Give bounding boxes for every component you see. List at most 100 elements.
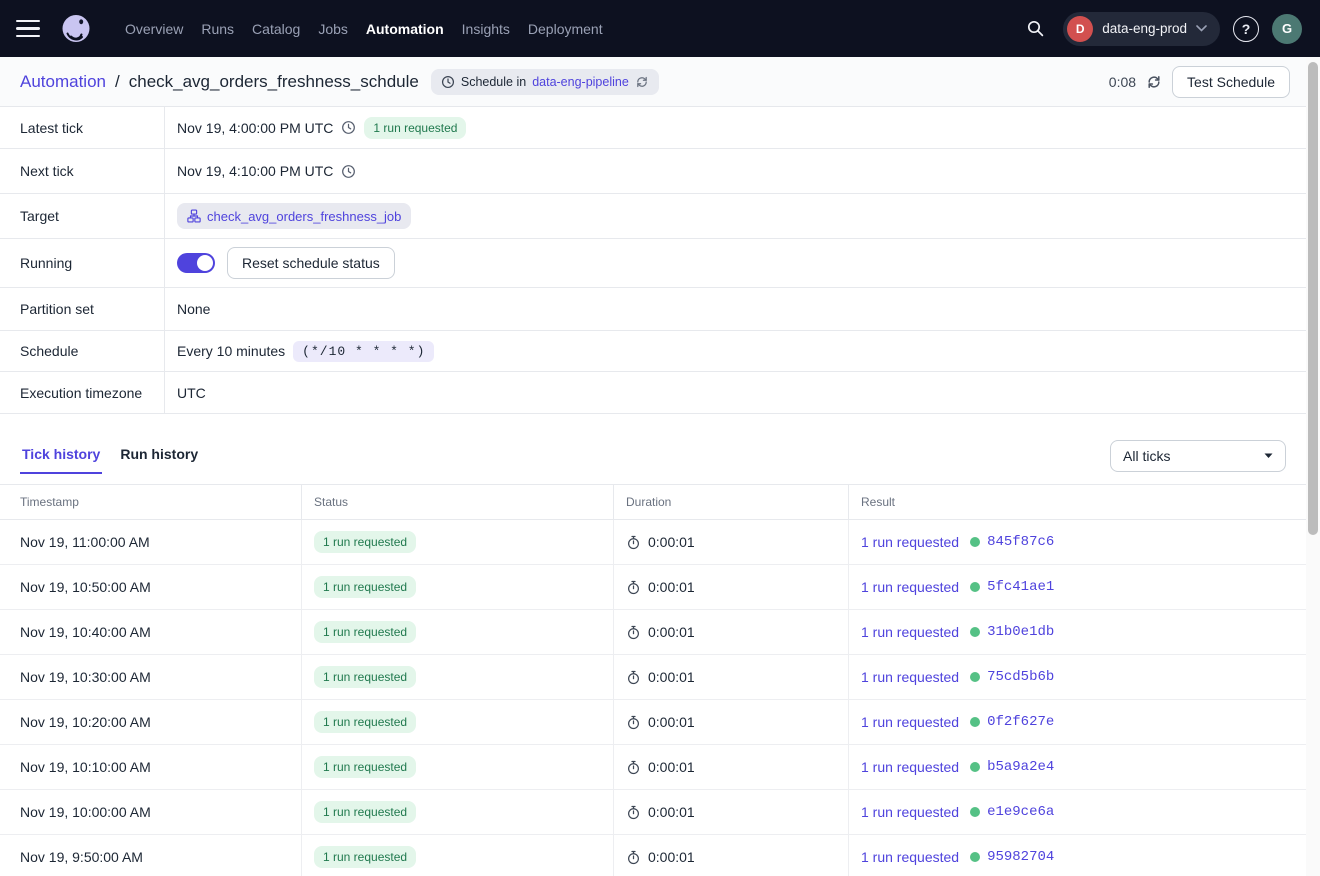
tick-result-link[interactable]: 1 run requested bbox=[861, 804, 959, 820]
detail-row-latest-tick: Latest tick Nov 19, 4:00:00 PM UTC 1 run… bbox=[0, 107, 1306, 149]
tick-status-badge: 1 run requested bbox=[314, 846, 416, 868]
tick-result-link[interactable]: 1 run requested bbox=[861, 714, 959, 730]
reload-code-location-icon[interactable] bbox=[635, 75, 649, 89]
history-tabs-row: Tick history Run history All ticks bbox=[0, 414, 1306, 485]
next-tick-value: Nov 19, 4:10:00 PM UTC bbox=[177, 163, 333, 179]
nav-item-overview[interactable]: Overview bbox=[116, 13, 192, 45]
hamburger-menu-icon[interactable] bbox=[16, 20, 40, 38]
running-toggle[interactable] bbox=[177, 253, 215, 273]
search-icon[interactable] bbox=[1020, 14, 1050, 44]
nav-item-jobs[interactable]: Jobs bbox=[309, 13, 357, 45]
tick-table-row: Nov 19, 10:20:00 AM 1 run requested 0:00… bbox=[0, 700, 1306, 745]
tick-table-rows: Nov 19, 11:00:00 AM 1 run requested 0:00… bbox=[0, 520, 1306, 876]
clock-icon bbox=[341, 120, 356, 135]
clock-icon bbox=[441, 75, 455, 89]
dagster-logo-icon[interactable] bbox=[58, 11, 94, 47]
tab-tick-history[interactable]: Tick history bbox=[20, 446, 102, 474]
column-header-timestamp: Timestamp bbox=[0, 485, 302, 519]
tick-run-id-link[interactable]: 5fc41ae1 bbox=[987, 579, 1054, 595]
target-job-link[interactable]: check_avg_orders_freshness_job bbox=[207, 209, 401, 224]
tick-run-id-link[interactable]: 95982704 bbox=[987, 849, 1054, 865]
tick-result-link[interactable]: 1 run requested bbox=[861, 849, 959, 865]
tick-duration-value: 0:00:01 bbox=[648, 759, 695, 775]
tick-timestamp: Nov 19, 9:50:00 AM bbox=[20, 849, 143, 865]
run-status-dot bbox=[970, 717, 980, 727]
tab-run-history[interactable]: Run history bbox=[118, 446, 200, 474]
nav-item-catalog[interactable]: Catalog bbox=[243, 13, 309, 45]
refresh-countdown: 0:08 bbox=[1109, 74, 1136, 90]
tick-table-row: Nov 19, 10:50:00 AM 1 run requested 0:00… bbox=[0, 565, 1306, 610]
tick-run-id-link[interactable]: 75cd5b6b bbox=[987, 669, 1054, 685]
tick-result-link[interactable]: 1 run requested bbox=[861, 534, 959, 550]
test-schedule-button[interactable]: Test Schedule bbox=[1172, 66, 1290, 98]
breadcrumb-separator: / bbox=[115, 72, 120, 92]
reset-schedule-status-button[interactable]: Reset schedule status bbox=[227, 247, 395, 279]
tick-run-id-link[interactable]: e1e9ce6a bbox=[987, 804, 1054, 820]
tick-status-badge: 1 run requested bbox=[314, 531, 416, 553]
partition-set-value: None bbox=[177, 301, 210, 317]
column-header-result: Result bbox=[849, 485, 1306, 519]
detail-row-next-tick: Next tick Nov 19, 4:10:00 PM UTC bbox=[0, 149, 1306, 194]
breadcrumb-automation-link[interactable]: Automation bbox=[20, 72, 106, 92]
tick-result-link[interactable]: 1 run requested bbox=[861, 759, 959, 775]
run-status-dot bbox=[970, 672, 980, 682]
stopwatch-icon bbox=[626, 850, 641, 865]
deployment-name: data-eng-prod bbox=[1102, 21, 1187, 36]
badge-prefix-text: Schedule in bbox=[461, 75, 526, 89]
detail-label: Target bbox=[0, 194, 165, 238]
tick-run-id-link[interactable]: 845f87c6 bbox=[987, 534, 1054, 550]
detail-label: Running bbox=[0, 239, 165, 287]
tick-duration-value: 0:00:01 bbox=[648, 579, 695, 595]
stopwatch-icon bbox=[626, 625, 641, 640]
tick-table-row: Nov 19, 10:30:00 AM 1 run requested 0:00… bbox=[0, 655, 1306, 700]
tick-status-badge: 1 run requested bbox=[314, 711, 416, 733]
nav-item-deployment[interactable]: Deployment bbox=[519, 13, 612, 45]
tick-result-link[interactable]: 1 run requested bbox=[861, 579, 959, 595]
nav-item-runs[interactable]: Runs bbox=[192, 13, 243, 45]
run-status-dot bbox=[970, 582, 980, 592]
tick-timestamp: Nov 19, 10:20:00 AM bbox=[20, 714, 151, 730]
detail-label: Schedule bbox=[0, 331, 165, 371]
nav-item-automation[interactable]: Automation bbox=[357, 13, 453, 45]
schedule-description: Every 10 minutes bbox=[177, 343, 285, 359]
deployment-switcher[interactable]: D data-eng-prod bbox=[1063, 12, 1220, 46]
latest-tick-value: Nov 19, 4:00:00 PM UTC bbox=[177, 120, 333, 136]
cron-expression-badge: (*/10 * * * *) bbox=[293, 341, 434, 362]
tick-result-link[interactable]: 1 run requested bbox=[861, 624, 959, 640]
run-status-dot bbox=[970, 807, 980, 817]
deployment-initial-badge: D bbox=[1067, 16, 1093, 42]
tick-run-id-link[interactable]: 31b0e1db bbox=[987, 624, 1054, 640]
refresh-icon[interactable] bbox=[1146, 74, 1162, 90]
breadcrumb: Automation / check_avg_orders_freshness_… bbox=[20, 72, 419, 92]
user-avatar[interactable]: G bbox=[1272, 14, 1302, 44]
nav-item-insights[interactable]: Insights bbox=[453, 13, 519, 45]
tick-table-header: Timestamp Status Duration Result bbox=[0, 485, 1306, 520]
tick-status-badge: 1 run requested bbox=[314, 756, 416, 778]
tick-table-row: Nov 19, 10:40:00 AM 1 run requested 0:00… bbox=[0, 610, 1306, 655]
pipeline-link[interactable]: data-eng-pipeline bbox=[532, 75, 629, 89]
tick-result-link[interactable]: 1 run requested bbox=[861, 669, 959, 685]
detail-label: Latest tick bbox=[0, 107, 165, 148]
run-status-dot bbox=[970, 627, 980, 637]
tick-filter-select[interactable]: All ticks bbox=[1110, 440, 1286, 472]
tick-status-badge: 1 run requested bbox=[314, 576, 416, 598]
help-icon[interactable]: ? bbox=[1233, 16, 1259, 42]
tick-run-id-link[interactable]: 0f2f627e bbox=[987, 714, 1054, 730]
tick-status-badge: 1 run requested bbox=[314, 621, 416, 643]
column-header-duration: Duration bbox=[614, 485, 849, 519]
detail-row-schedule: Schedule Every 10 minutes (*/10 * * * *) bbox=[0, 331, 1306, 372]
tick-duration-value: 0:00:01 bbox=[648, 534, 695, 550]
tick-run-id-link[interactable]: b5a9a2e4 bbox=[987, 759, 1054, 775]
vertical-scrollbar[interactable] bbox=[1306, 57, 1320, 876]
chevron-down-icon bbox=[1196, 25, 1207, 32]
tick-duration-value: 0:00:01 bbox=[648, 714, 695, 730]
detail-row-running: Running Reset schedule status bbox=[0, 239, 1306, 288]
job-icon bbox=[187, 209, 201, 223]
tick-timestamp: Nov 19, 11:00:00 AM bbox=[20, 534, 150, 550]
tick-duration-value: 0:00:01 bbox=[648, 849, 695, 865]
target-job-pill[interactable]: check_avg_orders_freshness_job bbox=[177, 203, 411, 229]
tick-history-table: Timestamp Status Duration Result Nov 19,… bbox=[0, 485, 1306, 876]
tick-status-badge: 1 run requested bbox=[314, 801, 416, 823]
scrollbar-thumb[interactable] bbox=[1308, 62, 1318, 535]
stopwatch-icon bbox=[626, 535, 641, 550]
